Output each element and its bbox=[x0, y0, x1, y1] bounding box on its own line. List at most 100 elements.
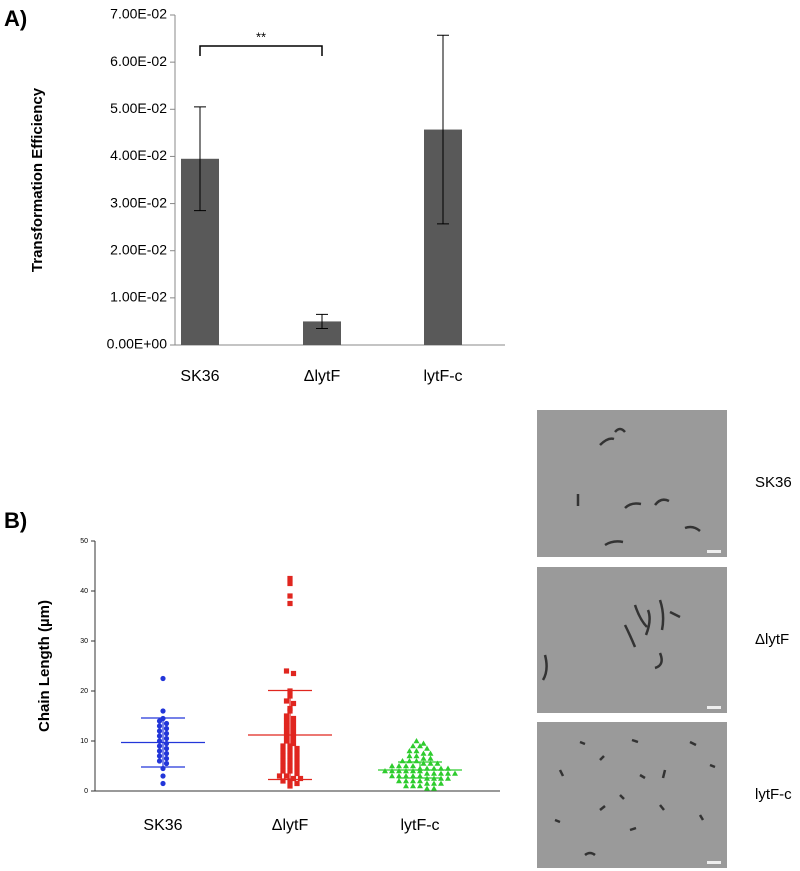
data-point bbox=[417, 778, 423, 784]
data-point bbox=[396, 773, 402, 779]
data-point bbox=[287, 580, 293, 587]
data-point bbox=[445, 770, 451, 776]
data-point bbox=[424, 770, 430, 776]
data-point bbox=[283, 723, 290, 729]
data-point bbox=[413, 753, 420, 759]
data-point bbox=[283, 728, 290, 734]
y-tick-label: 0.00E+00 bbox=[107, 336, 168, 352]
y-axis-label: Transformation Efficiency bbox=[29, 87, 46, 272]
data-point bbox=[427, 755, 434, 761]
data-point bbox=[287, 593, 293, 599]
data-point bbox=[294, 745, 300, 752]
sd-bar bbox=[141, 717, 185, 768]
micrograph bbox=[537, 410, 727, 557]
y-tick-label: 20 bbox=[80, 688, 88, 695]
data-point bbox=[160, 708, 166, 714]
data-point bbox=[389, 763, 395, 769]
data-point bbox=[431, 770, 437, 776]
data-point bbox=[290, 735, 297, 742]
y-tick-label: 40 bbox=[80, 588, 88, 595]
data-point bbox=[163, 725, 170, 732]
data-point bbox=[290, 670, 297, 677]
data-point bbox=[290, 730, 297, 737]
data-point bbox=[280, 753, 286, 759]
data-point bbox=[163, 730, 170, 737]
data-point bbox=[438, 780, 444, 786]
data-point bbox=[294, 760, 300, 767]
data-point bbox=[287, 575, 293, 582]
data-point bbox=[403, 778, 409, 784]
micrograph bbox=[537, 722, 727, 868]
data-point bbox=[280, 763, 286, 769]
data-point bbox=[403, 773, 409, 779]
data-point bbox=[163, 720, 170, 727]
data-point bbox=[160, 773, 166, 779]
y-tick-label: 3.00E-02 bbox=[110, 194, 167, 210]
data-point bbox=[290, 775, 297, 782]
data-point bbox=[156, 723, 163, 729]
micrograph-label: SK36 bbox=[755, 474, 792, 491]
data-point bbox=[297, 775, 304, 782]
data-point bbox=[163, 735, 170, 742]
data-point bbox=[410, 778, 416, 784]
data-point bbox=[420, 740, 427, 746]
data-point bbox=[290, 700, 297, 707]
data-point bbox=[280, 743, 286, 749]
data-point bbox=[417, 743, 423, 749]
data-point bbox=[396, 763, 402, 769]
micrograph bbox=[537, 567, 727, 713]
x-tick-label: lytF-c bbox=[400, 817, 439, 834]
data-point bbox=[290, 720, 297, 727]
data-point bbox=[406, 748, 413, 754]
error-bar bbox=[194, 106, 206, 212]
data-point bbox=[389, 773, 395, 779]
data-point bbox=[280, 768, 286, 774]
y-tick-label: 4.00E-02 bbox=[110, 147, 167, 163]
x-tick-label: ΔlytF bbox=[272, 817, 309, 834]
y-tick-label: 6.00E-02 bbox=[110, 53, 167, 69]
data-point bbox=[287, 783, 293, 789]
data-point bbox=[420, 755, 427, 761]
data-point bbox=[287, 778, 293, 784]
significance-bracket bbox=[199, 45, 323, 56]
data-point bbox=[280, 778, 286, 784]
data-point bbox=[283, 698, 290, 704]
data-point bbox=[156, 728, 163, 734]
data-point bbox=[294, 770, 300, 777]
data-point bbox=[156, 758, 163, 764]
data-point bbox=[445, 775, 451, 781]
data-point bbox=[396, 778, 402, 784]
data-point bbox=[280, 758, 286, 764]
data-point bbox=[424, 780, 430, 786]
data-point bbox=[280, 748, 286, 754]
data-point bbox=[163, 760, 170, 767]
data-point bbox=[410, 763, 416, 769]
data-point bbox=[410, 773, 416, 779]
data-point bbox=[160, 780, 166, 787]
x-tick-label: lytF-c bbox=[423, 368, 462, 385]
data-point bbox=[431, 780, 437, 786]
data-point bbox=[410, 783, 416, 789]
data-point bbox=[287, 600, 293, 607]
data-point bbox=[424, 785, 430, 791]
data-point bbox=[156, 733, 163, 739]
error-bar bbox=[437, 34, 449, 225]
data-point bbox=[413, 748, 420, 754]
data-point bbox=[163, 750, 170, 757]
data-point bbox=[294, 750, 300, 757]
data-point bbox=[276, 773, 283, 779]
data-point bbox=[427, 760, 434, 766]
data-point bbox=[290, 715, 297, 722]
data-point bbox=[283, 713, 290, 719]
y-tick-label: 1.00E-02 bbox=[110, 289, 167, 305]
data-point bbox=[420, 750, 427, 756]
data-point bbox=[283, 718, 290, 724]
data-point bbox=[410, 743, 416, 749]
x-tick-label: SK36 bbox=[143, 817, 182, 834]
y-tick-label: 0 bbox=[84, 788, 88, 795]
data-point bbox=[424, 745, 430, 751]
data-point bbox=[283, 668, 290, 674]
data-point bbox=[294, 780, 300, 787]
data-point bbox=[283, 738, 290, 744]
